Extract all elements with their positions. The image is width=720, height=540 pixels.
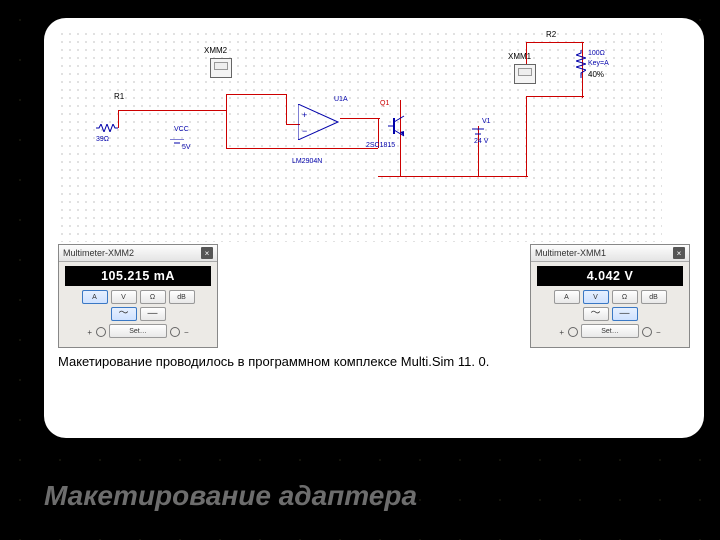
label-opamp-part: LM2904N — [292, 158, 322, 165]
mm2-wave-ac[interactable]: 〜 — [111, 307, 137, 321]
label-r2-pct: 40% — [588, 70, 604, 79]
mm1-titlebar: Multimeter-XMM1 × — [531, 245, 689, 262]
label-r1-value: 39Ω — [96, 136, 109, 143]
mm2-mode-a[interactable]: A — [82, 290, 108, 304]
multimeter-window-xmm1: Multimeter-XMM1 × 4.042 V A V Ω dB 〜 — — [530, 244, 690, 348]
mm1-display: 4.042 V — [537, 266, 683, 286]
svg-text:−: − — [302, 126, 307, 136]
mm1-title-text: Multimeter-XMM1 — [535, 248, 606, 258]
mm2-wave-dc[interactable]: — — [140, 307, 166, 321]
mm2-display: 105.215 mA — [65, 266, 211, 286]
opamp-u1a: +− — [298, 104, 342, 145]
caption-text: Макетирование проводилось в программном … — [58, 354, 690, 369]
multimeter-probe-xmm2 — [210, 58, 232, 78]
mm1-set-button[interactable]: Set… — [581, 324, 639, 338]
label-xmm1: XMM1 — [508, 52, 531, 61]
mm2-mode-v[interactable]: V — [111, 290, 137, 304]
label-r1: R1 — [114, 92, 124, 101]
label-v1: V1 — [482, 118, 491, 125]
svg-text:+: + — [302, 110, 307, 120]
potentiometer-r2 — [576, 50, 586, 83]
mm1-wave-dc[interactable]: — — [612, 307, 638, 321]
label-r2-key: Key=A — [588, 60, 609, 67]
label-q1-part: 2SC1815 — [366, 142, 395, 149]
v1-symbol — [472, 126, 484, 144]
mm1-mode-ohm[interactable]: Ω — [612, 290, 638, 304]
mm2-title-text: Multimeter-XMM2 — [63, 248, 134, 258]
mm2-mode-db[interactable]: dB — [169, 290, 195, 304]
schematic-grid — [58, 30, 662, 242]
close-icon[interactable]: × — [201, 247, 213, 259]
multimeter-probe-xmm1 — [514, 64, 536, 84]
mm1-mode-v[interactable]: V — [583, 290, 609, 304]
multimeter-window-xmm2: Multimeter-XMM2 × 105.215 mA A V Ω dB 〜 … — [58, 244, 218, 348]
mm2-set-button[interactable]: Set… — [109, 324, 167, 338]
mm1-mode-db[interactable]: dB — [641, 290, 667, 304]
mm1-mode-a[interactable]: A — [554, 290, 580, 304]
mm2-titlebar: Multimeter-XMM2 × — [59, 245, 217, 262]
transistor-q1 — [388, 114, 408, 143]
mm2-mode-ohm[interactable]: Ω — [140, 290, 166, 304]
resistor-r1 — [96, 124, 118, 132]
mm1-wave-ac[interactable]: 〜 — [583, 307, 609, 321]
content-card: R1 39Ω XMM2 VCC 5V +− U1A LM2904N Q1 — [44, 18, 704, 438]
label-q1: Q1 — [380, 100, 389, 107]
slide-heading: Макетирование адаптера — [44, 480, 417, 512]
multimeter-row: Multimeter-XMM2 × 105.215 mA A V Ω dB 〜 … — [58, 244, 690, 348]
label-r2-value: 100Ω — [588, 50, 605, 57]
close-icon[interactable]: × — [673, 247, 685, 259]
vcc-symbol — [170, 134, 184, 142]
circuit-schematic: R1 39Ω XMM2 VCC 5V +− U1A LM2904N Q1 — [58, 30, 662, 242]
label-u1a: U1A — [334, 96, 348, 103]
label-r2: R2 — [546, 30, 556, 39]
label-xmm2: XMM2 — [204, 46, 227, 55]
label-vcc: VCC — [174, 126, 189, 133]
